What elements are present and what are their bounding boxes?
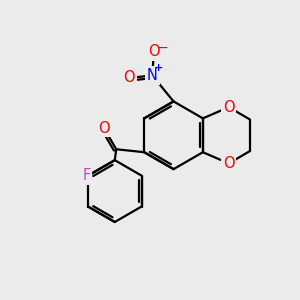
Text: O: O [98, 121, 110, 136]
Text: −: − [156, 40, 168, 55]
Text: N: N [147, 68, 158, 83]
Text: O: O [124, 70, 135, 86]
Text: O: O [223, 100, 235, 115]
Text: O: O [148, 44, 160, 59]
Text: +: + [154, 63, 164, 73]
Text: O: O [223, 156, 235, 171]
Text: F: F [82, 168, 91, 183]
